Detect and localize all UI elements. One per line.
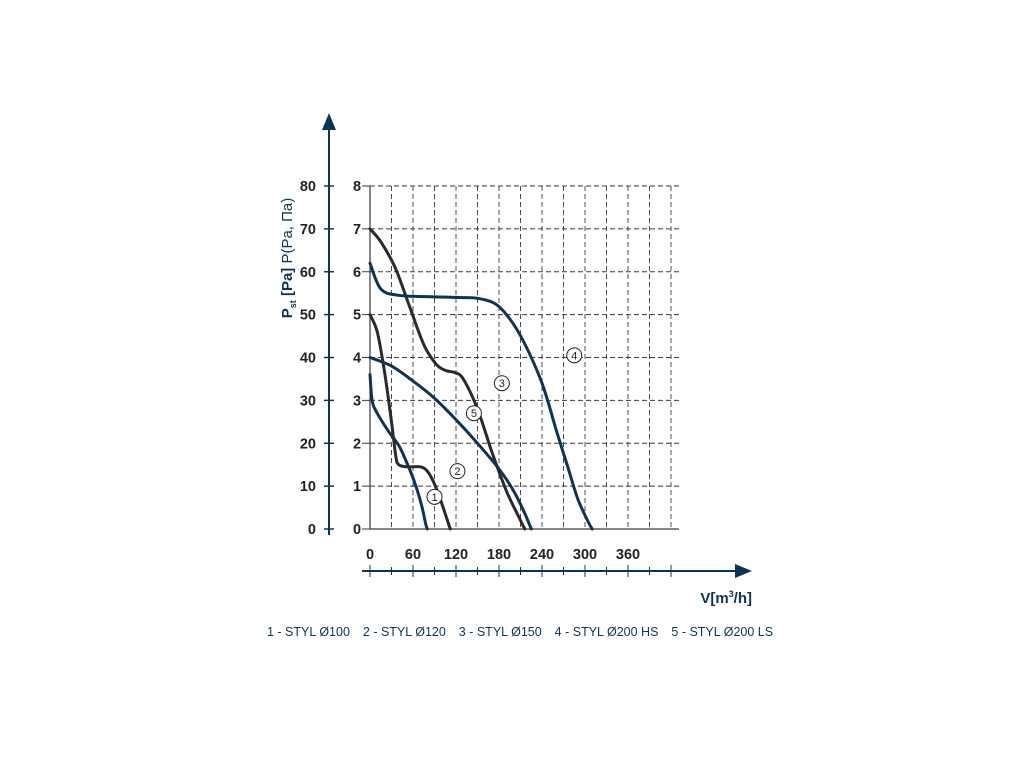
y-tick-label-right: 1 xyxy=(353,479,361,495)
x-tick-label: 0 xyxy=(366,547,374,563)
axes xyxy=(322,113,752,578)
y-tick-label-left: 80 xyxy=(300,179,316,195)
grid xyxy=(370,185,679,529)
y-tick-label-left: 70 xyxy=(300,222,316,238)
series-marker-label-2: 2 xyxy=(454,466,460,478)
series-line-3 xyxy=(368,227,527,531)
x-tick-label: 300 xyxy=(573,547,597,563)
legend-item-3: 3 - STYL Ø150 xyxy=(458,625,542,639)
y-tick-label-left: 20 xyxy=(300,436,316,452)
x-tick-label: 360 xyxy=(616,547,640,563)
x-tick-label: 180 xyxy=(487,547,511,563)
series-marker-label-1: 1 xyxy=(431,492,437,504)
series-marker-1 xyxy=(426,488,443,505)
y-axis-unit: [Pa] xyxy=(279,268,296,301)
y-tick-label-left: 60 xyxy=(300,265,316,281)
x-axis-tail: /h] xyxy=(734,590,752,607)
y-tick-label-right: 4 xyxy=(353,351,361,367)
series xyxy=(368,227,594,531)
x-axis-main: V[m xyxy=(700,590,728,607)
y-axis-arrow-icon xyxy=(322,113,336,130)
legend-item-2: 2 - STYL Ø120 xyxy=(362,625,446,639)
y-tick-label-left: 10 xyxy=(300,479,316,495)
y-tick-label-right: 6 xyxy=(353,265,361,281)
y-tick-label-left: 50 xyxy=(300,308,316,324)
x-tick-label: 60 xyxy=(405,547,421,563)
y-axis-subscript: st xyxy=(288,300,298,308)
y-tick-label-left: 40 xyxy=(300,351,316,367)
y-tick-label-right: 8 xyxy=(353,179,361,195)
y-tick-label-left: 0 xyxy=(308,522,316,538)
series-marker-4 xyxy=(566,347,583,364)
series-marker-5 xyxy=(465,405,482,422)
series-line-2 xyxy=(368,313,452,531)
x-tick-label: 240 xyxy=(530,547,554,563)
series-line-5 xyxy=(368,356,533,531)
series-marker-label-5: 5 xyxy=(471,408,477,420)
y-axis-symbol: P xyxy=(279,308,296,318)
y-axis-title: Pst [Pa] P(Pa, Па) xyxy=(279,198,298,319)
series-marker-label-4: 4 xyxy=(571,350,577,362)
y-tick-label-right: 7 xyxy=(353,222,361,238)
series-line-1 xyxy=(368,373,429,531)
y-tick-label-right: 3 xyxy=(353,393,361,409)
y-tick-label-right: 5 xyxy=(353,308,361,324)
y-tick-label-right: 2 xyxy=(353,436,361,452)
series-marker-2 xyxy=(449,463,466,480)
legend-item-1: 1 - STYL Ø100 xyxy=(267,625,350,639)
legend: 1 - STYL Ø100 2 - STYL Ø120 3 - STYL Ø15… xyxy=(267,625,773,639)
legend-item-5: 5 - STYL Ø200 LS xyxy=(671,625,774,639)
series-marker-label-3: 3 xyxy=(499,378,505,390)
x-tick-label: 120 xyxy=(444,547,468,563)
y-tick-label-left: 30 xyxy=(300,393,316,409)
series-line-4 xyxy=(368,261,594,531)
x-axis-arrow-icon xyxy=(735,564,752,578)
y-axis-alt-unit: P(Pa, Па) xyxy=(279,198,296,268)
legend-item-4: 4 - STYL Ø200 HS xyxy=(554,625,659,639)
series-markers: 1 2 3 4 5 xyxy=(426,347,583,505)
series-marker-3 xyxy=(493,375,510,392)
x-axis-superscript: 3 xyxy=(729,589,734,599)
x-axis-title: V[m3/h] xyxy=(700,589,752,607)
y-tick-label-right: 0 xyxy=(353,522,361,538)
